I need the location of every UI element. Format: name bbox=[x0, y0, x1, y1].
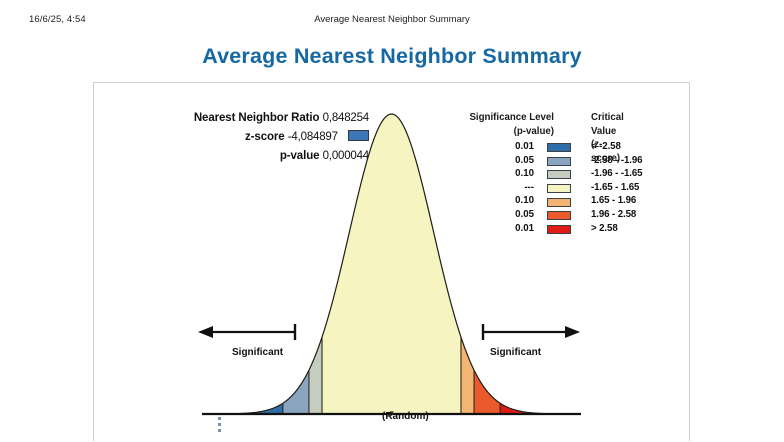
legend-color-swatch-icon bbox=[547, 143, 571, 153]
zscore-color-swatch-icon bbox=[348, 130, 369, 142]
legend-significance-value: 0.05 bbox=[515, 154, 534, 166]
legend-critical-value-header: Critical Value (z-score) bbox=[591, 111, 624, 165]
legend-critical-value: -2.58 - -1.96 bbox=[591, 154, 643, 166]
legend-color-swatch-icon bbox=[547, 183, 571, 193]
legend-critical-value: -1.96 - -1.65 bbox=[591, 168, 643, 180]
right-significant-arrow-icon bbox=[481, 324, 580, 340]
legend-significance-value: 0.10 bbox=[515, 168, 534, 180]
zscore-row: z-score -4,084897 bbox=[119, 128, 369, 147]
legend-significance-value: 0.01 bbox=[515, 141, 534, 152]
legend-critical-value: 1.65 - 1.96 bbox=[591, 195, 637, 207]
chart-band-dividers bbox=[282, 337, 501, 414]
legend-critical-value: > 2.58 bbox=[591, 222, 618, 234]
print-document-title: Average Nearest Neighbor Summary bbox=[314, 14, 470, 25]
legend-color-swatch-icon bbox=[547, 156, 571, 166]
zscore-value: -4,084897 bbox=[287, 131, 338, 143]
legend-significance-value: 0.05 bbox=[515, 208, 534, 220]
chart-axis-center-tick bbox=[390, 411, 394, 415]
pvalue-row: p-value 0,000044 bbox=[119, 147, 369, 166]
legend-color-swatch-icon bbox=[547, 211, 571, 221]
legend-significance-value: --- bbox=[524, 181, 534, 193]
nearest-neighbor-ratio-label: Nearest Neighbor Ratio bbox=[193, 112, 320, 124]
pvalue-label: p-value bbox=[279, 150, 320, 162]
legend-critical-value: -1.65 - 1.65 bbox=[591, 181, 640, 193]
print-date: 16/6/25, 4:54 bbox=[29, 14, 86, 25]
legend-significance-value: 0.01 bbox=[515, 222, 534, 234]
legend-significance-header: Significance Level (p-value) bbox=[434, 111, 554, 138]
legend-critical-value-header-line2: (z-score) bbox=[591, 139, 621, 164]
left-significant-arrow-icon bbox=[198, 324, 297, 340]
print-header: 16/6/25, 4:54 Average Nearest Neighbor S… bbox=[0, 14, 784, 28]
chart-right-significant-label: Significant bbox=[490, 347, 542, 358]
legend-color-swatch-icon bbox=[547, 224, 571, 234]
legend-significance-value: 0.10 bbox=[515, 195, 534, 207]
nearest-neighbor-ratio-value: 0,848254 bbox=[322, 112, 370, 124]
legend-color-swatch-icon bbox=[547, 170, 571, 180]
legend-critical-value: 1.96 - 2.58 bbox=[591, 208, 637, 220]
statistics-block: Nearest Neighbor Ratio 0,848254 z-score … bbox=[119, 109, 369, 166]
nearest-neighbor-ratio-row: Nearest Neighbor Ratio 0,848254 bbox=[119, 109, 369, 128]
legend-critical-value-header-line1: Critical Value bbox=[591, 112, 624, 137]
zscore-label: z-score bbox=[245, 131, 285, 143]
chart-random-label: (Random) bbox=[382, 411, 429, 422]
legend-color-swatch-icon bbox=[547, 197, 571, 207]
pvalue-value: 0,000044 bbox=[322, 150, 370, 162]
chart-left-significant-label: Significant bbox=[232, 347, 284, 358]
legend-critical-value: < -2.58 bbox=[591, 141, 621, 152]
report-panel: Nearest Neighbor Ratio 0,848254 z-score … bbox=[93, 82, 690, 441]
legend-significance-header-line2: (p-value) bbox=[513, 125, 554, 137]
legend-significance-header-line1: Significance Level bbox=[469, 112, 554, 123]
page-title: Average Nearest Neighbor Summary bbox=[202, 44, 582, 68]
